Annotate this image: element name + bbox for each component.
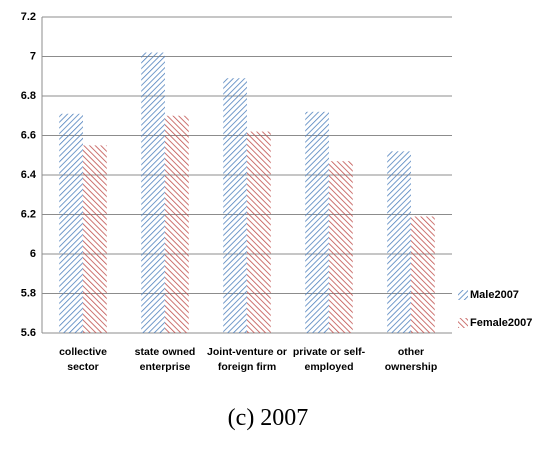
x-tick-label: collective sector [59, 346, 107, 373]
bar [223, 78, 247, 333]
x-tick-label: other ownership [384, 346, 438, 373]
bar [387, 151, 411, 333]
bar [247, 131, 271, 333]
x-tick-label: state owned enterprise [134, 346, 196, 373]
x-tick-label: Joint-venture or foreign firm [207, 346, 287, 373]
y-tick-label: 7.2 [21, 11, 36, 23]
y-tick-label: 6.2 [21, 208, 36, 220]
y-tick-label: 6.8 [21, 90, 36, 102]
bar [411, 216, 435, 333]
legend-label: Female2007 [470, 317, 532, 329]
y-tick-label: 6.6 [21, 129, 36, 141]
bar [165, 115, 189, 333]
bar [305, 111, 329, 333]
legend-label: Male2007 [470, 289, 519, 301]
bar [83, 145, 107, 333]
y-tick-label: 6.4 [21, 169, 37, 181]
bar [59, 113, 83, 334]
bar [329, 161, 353, 333]
caption: (c) 2007 [227, 405, 309, 431]
legend-swatch [458, 318, 468, 328]
y-tick-label: 6 [30, 248, 36, 260]
x-tick-label: private or self-employed [292, 346, 366, 373]
legend-swatch [458, 290, 468, 300]
y-tick-label: 5.6 [21, 327, 36, 339]
y-tick-label: 5.8 [21, 287, 36, 299]
y-tick-label: 7 [30, 50, 36, 62]
bar [141, 52, 165, 334]
